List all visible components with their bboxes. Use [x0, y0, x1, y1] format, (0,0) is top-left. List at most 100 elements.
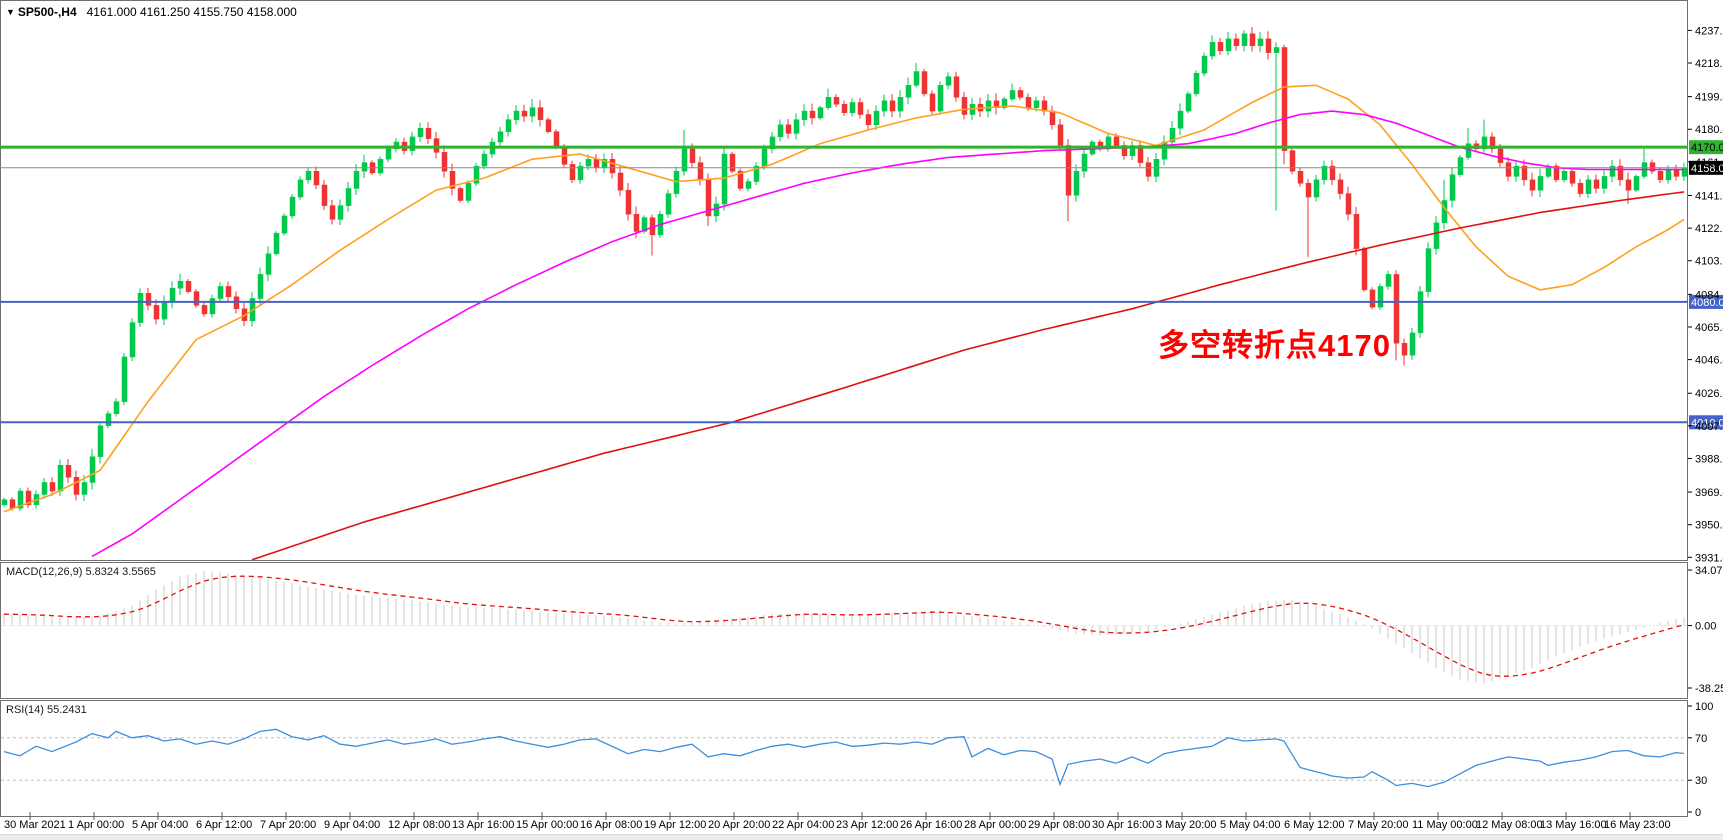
candle: [57, 465, 64, 492]
candle: [1121, 145, 1128, 157]
price-tick-label: 3969.405: [1695, 487, 1723, 499]
time-axis-label: 16 Apr 08:00: [580, 819, 643, 831]
candle: [697, 162, 704, 181]
candle: [441, 152, 448, 172]
candle: [761, 148, 768, 167]
candle: [617, 172, 624, 191]
candle: [1049, 110, 1056, 126]
candle: [1529, 179, 1536, 191]
candle: [881, 100, 888, 112]
candle: [1057, 124, 1064, 146]
candle: [1273, 47, 1280, 53]
candle: [1377, 286, 1384, 308]
macd-tick-label: 34.0776: [1695, 565, 1723, 577]
candle: [1257, 38, 1264, 46]
candle: [505, 119, 512, 132]
candle: [1209, 42, 1216, 57]
candle: [497, 131, 504, 143]
candle: [585, 158, 592, 167]
slow-ma-line: [251, 191, 1685, 561]
time-axis-label: 29 Apr 08:00: [1028, 819, 1091, 831]
candle: [1505, 162, 1512, 177]
candle: [1193, 72, 1200, 95]
candle: [1417, 291, 1424, 334]
candle: [769, 136, 776, 150]
candle: [1081, 153, 1088, 172]
candle: [1017, 90, 1024, 98]
candle: [1657, 170, 1664, 181]
candle: [465, 183, 472, 201]
candle: [361, 162, 368, 172]
candle: [577, 165, 584, 181]
candle: [449, 170, 456, 189]
candle: [937, 85, 944, 112]
candle: [1649, 162, 1656, 172]
candle: [1, 499, 8, 506]
candle: [529, 107, 536, 117]
time-axis-label: 6 May 12:00: [1284, 819, 1345, 831]
candle: [665, 193, 672, 215]
support-line-4010-label-bg: [1689, 415, 1723, 430]
candle: [297, 179, 304, 198]
candle: [1129, 145, 1136, 157]
candle: [145, 293, 152, 306]
price-tick-label: 4026.905: [1695, 388, 1723, 400]
candle: [809, 110, 816, 119]
candle: [329, 205, 336, 220]
candle: [65, 465, 72, 478]
candle: [633, 213, 640, 232]
support-line-4080-label: 4080.000: [1691, 297, 1723, 309]
price-tick-label: 4161.455: [1695, 157, 1723, 169]
price-tick-label: 3931.455: [1695, 552, 1723, 564]
time-axis-label: 12 Apr 08:00: [388, 819, 451, 831]
candle: [1185, 93, 1192, 112]
time-axis-label: 5 Apr 04:00: [132, 819, 189, 831]
candle: [25, 490, 32, 506]
candle: [1345, 193, 1352, 215]
collapse-triangle-icon[interactable]: ▼: [6, 7, 15, 17]
candle: [825, 97, 832, 108]
candle: [1145, 162, 1152, 177]
candle: [1369, 289, 1376, 308]
candle: [1297, 170, 1304, 184]
candle: [1609, 165, 1616, 177]
candle: [265, 253, 272, 275]
fast-ma-line: [3, 84, 1685, 513]
candle: [1441, 200, 1448, 224]
price-tick-label: 3988.955: [1695, 453, 1723, 465]
candle: [185, 281, 192, 292]
time-axis-label: 5 May 04:00: [1220, 819, 1281, 831]
candle: [89, 456, 96, 483]
macd-tick-label: -38.2571: [1695, 683, 1723, 695]
time-axis: 30 Mar 2021 1 Apr 00:00 5 Apr 04:00 6 Apr 1…: [0, 819, 1723, 833]
candle: [273, 232, 280, 255]
time-axis-label: 3 May 20:00: [1156, 819, 1217, 831]
chart-annotation-text[interactable]: 多空转折点4170: [1158, 328, 1391, 363]
candle: [889, 100, 896, 112]
candle: [873, 110, 880, 126]
candle: [553, 131, 560, 148]
candle: [41, 482, 48, 495]
candle: [753, 165, 760, 182]
price-tick-label: 4084.405: [1695, 289, 1723, 301]
current-price-line-label-bg: [1689, 160, 1723, 175]
time-axis-label: 30 Apr 16:00: [1092, 819, 1155, 831]
candle: [193, 291, 200, 306]
price-tick-label: 4180.430: [1695, 124, 1723, 136]
macd-signal-line: [3, 575, 1685, 677]
candle: [1433, 222, 1440, 249]
candle: [1313, 179, 1320, 198]
rsi-tick-label: 100: [1695, 701, 1713, 713]
time-axis-label: 30 Mar 2021: [4, 819, 66, 831]
candle: [209, 298, 216, 315]
candle: [1329, 165, 1336, 181]
candle: [545, 119, 552, 132]
macd-histogram: [3, 570, 1685, 684]
candle: [897, 97, 904, 112]
candle: [929, 93, 936, 112]
candle: [537, 107, 544, 120]
time-axis-label: 11 May 00:00: [1412, 819, 1478, 831]
candle: [961, 97, 968, 115]
candle: [73, 477, 80, 495]
